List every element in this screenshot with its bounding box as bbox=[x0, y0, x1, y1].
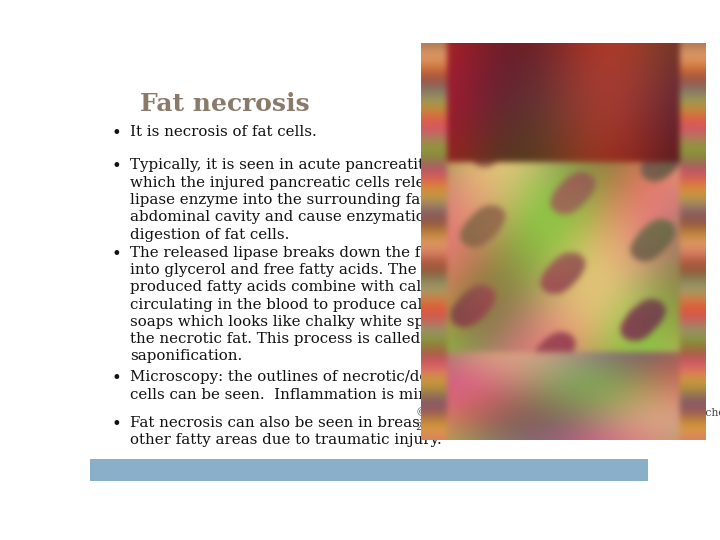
Text: •: • bbox=[111, 416, 121, 433]
Text: Typically, it is seen in acute pancreatitis in
which the injured pancreatic cell: Typically, it is seen in acute pancreati… bbox=[130, 158, 480, 241]
Text: Microscopy: the outlines of necrotic/dead fat
cells can be seen.  Inflammation i: Microscopy: the outlines of necrotic/dea… bbox=[130, 370, 472, 402]
Bar bbox=[90, 459, 648, 481]
Text: Fat necrosis: Fat necrosis bbox=[140, 92, 310, 116]
Text: •: • bbox=[111, 125, 121, 142]
Text: The released lipase breaks down the fat cells
into glycerol and free fatty acids: The released lipase breaks down the fat … bbox=[130, 246, 475, 363]
Text: © Putz/Pabst: Sobotta. Atlas der Anatomie des Menschen,
21. Aufl. Urban & Fische: © Putz/Pabst: Sobotta. Atlas der Anatomi… bbox=[416, 408, 720, 431]
Text: •: • bbox=[111, 246, 121, 262]
Text: Fat necrosis can also be seen in breast fat and
other fatty areas due to traumat: Fat necrosis can also be seen in breast … bbox=[130, 416, 485, 448]
Text: •: • bbox=[111, 158, 121, 176]
Text: •: • bbox=[111, 370, 121, 387]
Text: It is necrosis of fat cells.: It is necrosis of fat cells. bbox=[130, 125, 317, 139]
